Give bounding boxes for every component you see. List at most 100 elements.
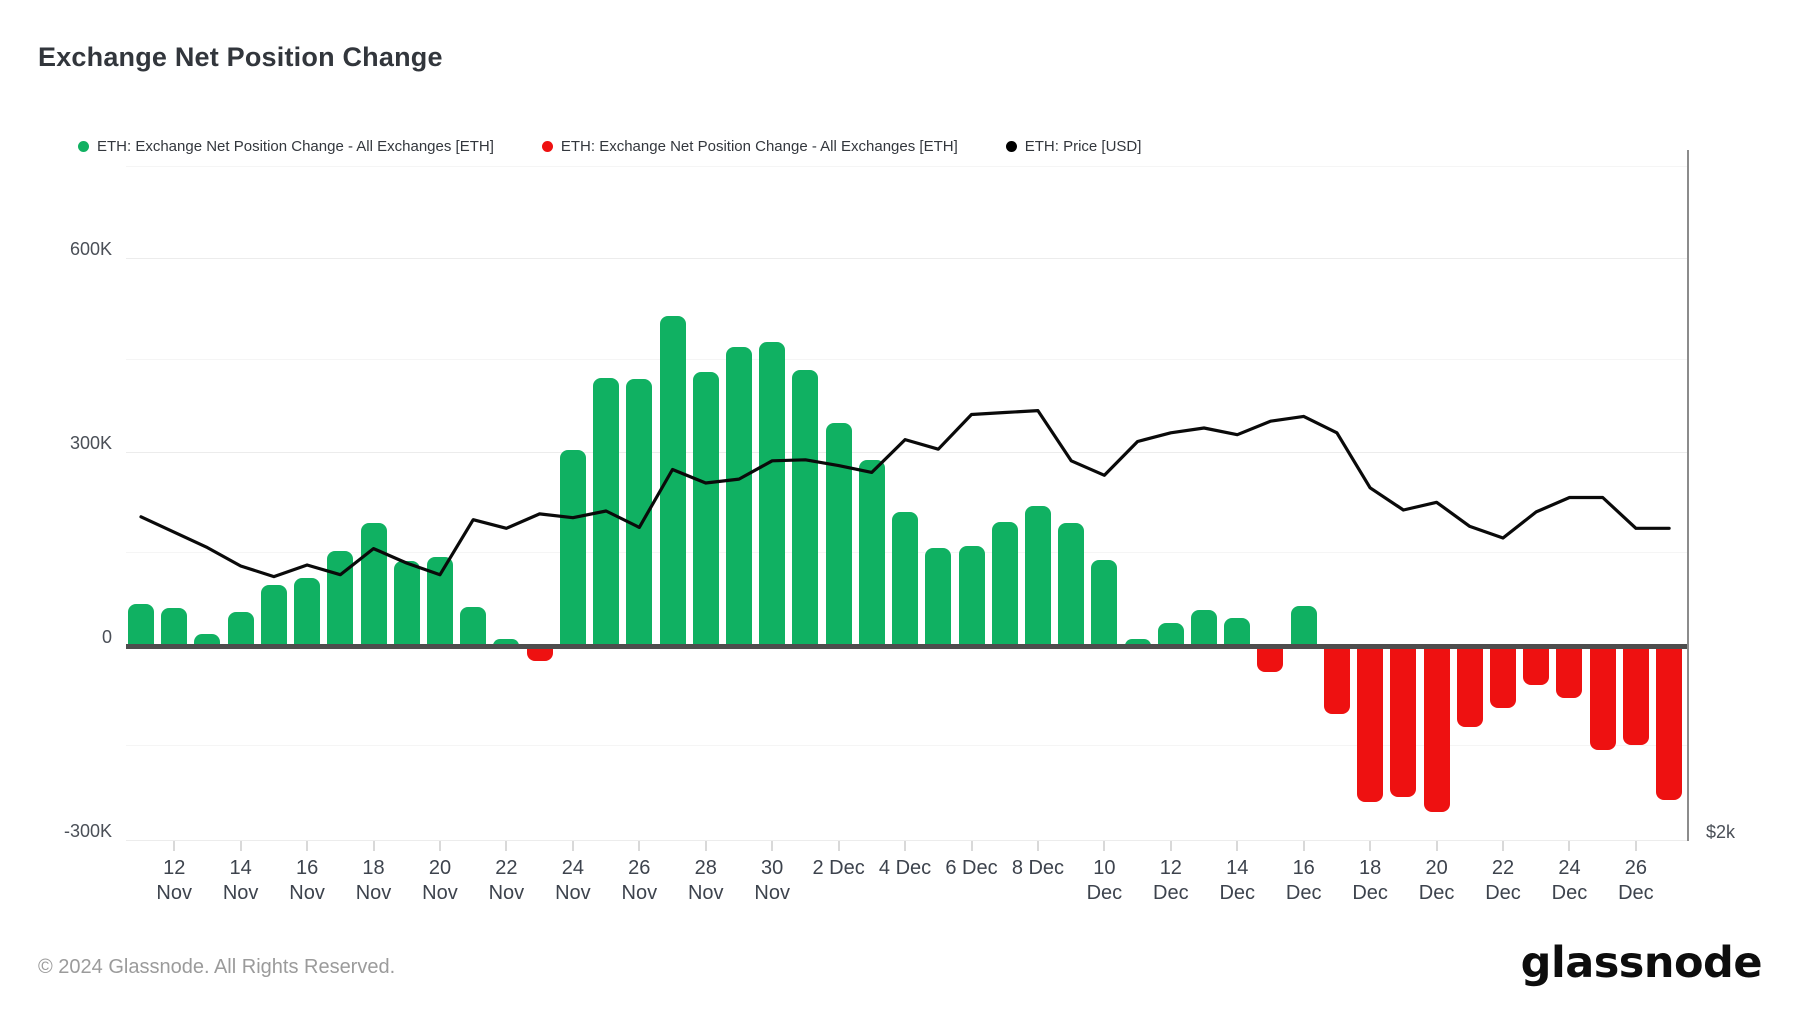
- x-axis-tick-label: 12 Nov: [156, 857, 192, 904]
- x-axis-tick-mark: [837, 841, 840, 851]
- legend-label: ETH: Exchange Net Position Change - All …: [560, 138, 958, 155]
- x-axis-tick-label: 2 Dec: [812, 857, 865, 879]
- bar-27-dec[interactable]: [1656, 648, 1683, 800]
- x-axis-tick-mark: [1435, 841, 1438, 851]
- price-gridline: [126, 744, 1687, 746]
- bar-20-dec[interactable]: [1423, 648, 1450, 813]
- x-axis-tick-label: 20 Nov: [422, 857, 458, 904]
- right-axis-line: [1687, 150, 1689, 841]
- x-axis-tick-mark: [704, 841, 707, 851]
- bar-22-dec[interactable]: [1490, 648, 1517, 709]
- bar-13-dec[interactable]: [1191, 609, 1218, 646]
- x-axis-tick-mark: [372, 841, 375, 851]
- gridline: [126, 258, 1687, 259]
- bar-26-dec[interactable]: [1622, 648, 1649, 745]
- y-axis-tick-label: -300K: [63, 821, 112, 841]
- bar-28-nov[interactable]: [692, 371, 719, 646]
- x-axis-tick-label: 26 Dec: [1618, 857, 1654, 904]
- x-axis-tick-label: 4 Dec: [878, 857, 932, 879]
- bar-9-dec[interactable]: [1058, 523, 1085, 646]
- bar-17-dec[interactable]: [1323, 648, 1350, 714]
- bar-24-nov[interactable]: [559, 450, 586, 646]
- bar-13-nov[interactable]: [194, 634, 221, 646]
- bar-21-nov[interactable]: [460, 607, 487, 646]
- bar-12-nov[interactable]: [161, 608, 188, 646]
- bar-20-nov[interactable]: [426, 557, 453, 646]
- x-axis-tick-mark: [904, 841, 907, 851]
- bar-25-nov[interactable]: [593, 377, 620, 646]
- bar-24-dec[interactable]: [1556, 648, 1583, 698]
- bar-7-dec[interactable]: [991, 521, 1018, 646]
- x-axis-tick-label: 14 Dec: [1219, 857, 1256, 904]
- x-axis-tick-mark: [306, 841, 309, 851]
- bar-19-dec[interactable]: [1390, 648, 1417, 797]
- bar-11-nov[interactable]: [128, 603, 154, 646]
- bar-3-dec[interactable]: [858, 459, 885, 646]
- bar-14-dec[interactable]: [1224, 618, 1251, 646]
- bar-17-nov[interactable]: [327, 550, 354, 646]
- x-axis-tick-label: 16 Dec: [1285, 857, 1322, 904]
- bar-4-dec[interactable]: [892, 512, 919, 646]
- bar-22-nov[interactable]: [493, 638, 520, 646]
- bar-15-dec[interactable]: [1257, 648, 1284, 672]
- bar-8-dec[interactable]: [1024, 505, 1051, 646]
- x-axis-tick-mark: [638, 841, 641, 851]
- bar-6-dec[interactable]: [958, 545, 985, 646]
- x-axis-tick-label: 24 Dec: [1551, 857, 1588, 904]
- bar-23-dec[interactable]: [1523, 648, 1550, 685]
- y-axis-tick-label: 0: [101, 627, 112, 647]
- x-axis-tick-mark: [771, 841, 774, 851]
- bar-21-dec[interactable]: [1456, 648, 1483, 727]
- x-axis-tick-mark: [173, 841, 176, 851]
- x-axis-tick-label: 28 Nov: [687, 857, 724, 904]
- y-axis-tick-label: 600K: [69, 239, 112, 259]
- x-axis-tick-label: 26 Nov: [621, 857, 658, 904]
- bar-1-dec[interactable]: [792, 369, 819, 646]
- bar-29-nov[interactable]: [725, 346, 752, 646]
- bar-2-dec[interactable]: [825, 422, 852, 646]
- x-axis-tick-mark: [1369, 841, 1372, 851]
- bar-16-nov[interactable]: [294, 578, 321, 646]
- bar-23-nov[interactable]: [526, 648, 553, 661]
- x-axis-tick-label: 22 Nov: [488, 857, 525, 904]
- bar-19-nov[interactable]: [393, 560, 420, 646]
- legend-label: ETH: Price [USD]: [1024, 138, 1142, 155]
- x-axis-tick-mark: [438, 841, 441, 851]
- x-axis-tick-mark: [1302, 841, 1305, 851]
- y-axis-tick-label: 300K: [69, 433, 112, 453]
- x-axis-tick-label: 30 Nov: [754, 857, 790, 904]
- x-axis-tick-mark: [1236, 841, 1239, 851]
- x-axis-tick-label: 16 Nov: [289, 857, 325, 904]
- bar-26-nov[interactable]: [626, 378, 653, 646]
- x-axis-tick-label: 12 Dec: [1153, 857, 1189, 904]
- bar-18-nov[interactable]: [360, 523, 387, 646]
- x-axis-tick-mark: [505, 841, 508, 851]
- bar-25-dec[interactable]: [1589, 648, 1616, 751]
- price-gridline: [126, 165, 1687, 167]
- bar-30-nov[interactable]: [759, 342, 786, 646]
- right-axis-tick-label: $2k: [1706, 822, 1736, 842]
- legend-item-net-position-negative[interactable]: ETH: Exchange Net Position Change - All …: [541, 138, 958, 155]
- bar-27-nov[interactable]: [659, 316, 686, 646]
- x-axis-tick-mark: [1568, 841, 1571, 851]
- x-axis-tick-mark: [1634, 841, 1637, 851]
- bar-11-dec[interactable]: [1124, 638, 1151, 646]
- bar-18-dec[interactable]: [1357, 648, 1384, 802]
- legend-item-net-position-positive[interactable]: ETH: Exchange Net Position Change - All …: [78, 138, 494, 155]
- green-dot-icon: [78, 141, 89, 152]
- price-gridline: [126, 358, 1687, 360]
- glassnode-logo: glassnode: [1520, 938, 1763, 988]
- x-axis-tick-mark: [1502, 841, 1505, 851]
- bar-15-nov[interactable]: [260, 584, 287, 646]
- bar-16-dec[interactable]: [1290, 605, 1317, 646]
- bar-12-dec[interactable]: [1157, 622, 1184, 646]
- bar-10-dec[interactable]: [1091, 559, 1118, 646]
- bar-5-dec[interactable]: [925, 547, 952, 646]
- x-axis-tick-mark: [239, 841, 242, 851]
- legend-item-price[interactable]: ETH: Price [USD]: [1005, 138, 1142, 155]
- x-axis-tick-mark: [571, 841, 574, 851]
- zero-axis-line: [126, 643, 1687, 649]
- bar-14-nov[interactable]: [227, 612, 254, 646]
- x-axis-tick-mark: [970, 841, 973, 851]
